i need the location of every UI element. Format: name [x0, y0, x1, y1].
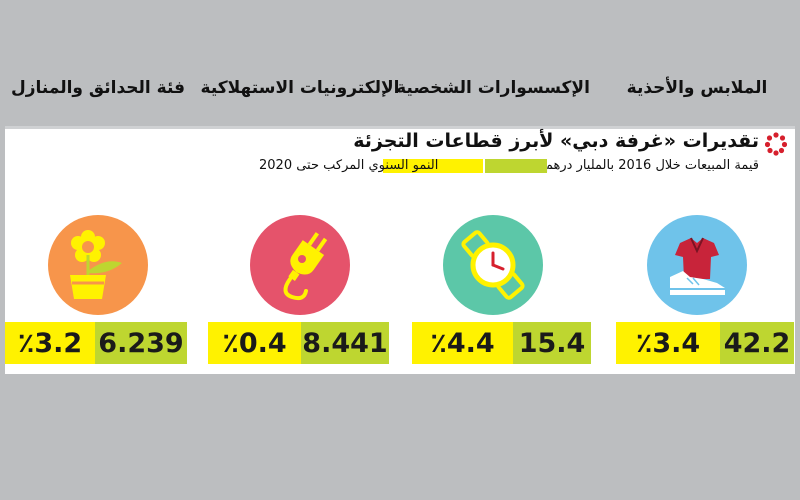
infographic-title: تقديرات «غرفة دبي» لأبرز قطاعات التجزئة	[353, 130, 759, 152]
category-home-garden: فئة الحدائق والمنازل	[0, 76, 198, 176]
wristwatch-icon	[443, 215, 543, 315]
category-label: الإلكترونيات الاستهلاكية	[200, 78, 400, 98]
growth-rate-chip: ٪3.4	[616, 322, 720, 364]
clothes-shoe-icon	[647, 215, 747, 315]
legend-sales-label: قيمة المبيعات خلال 2016 بالمليار درهم	[544, 158, 759, 173]
category-label: فئة الحدائق والمنازل	[10, 78, 186, 98]
sales-value-chip: 8.441	[301, 322, 389, 364]
newspaper-logo-icon	[765, 132, 787, 156]
sales-value-chip: 42.2	[720, 322, 794, 364]
sales-value-chip: 6.239	[95, 322, 187, 364]
sales-value-chip: 15.4	[513, 322, 591, 364]
category-accessories: الإكسسوارات الشخصية	[393, 76, 593, 176]
top-rule	[5, 126, 795, 129]
category-label: الملابس والأحذية	[626, 78, 768, 98]
growth-rate-chip: ٪4.4	[412, 322, 513, 364]
category-label: الإكسسوارات الشخصية	[396, 78, 590, 98]
growth-rate-chip: ٪0.4	[208, 322, 301, 364]
legend-growth-swatch	[383, 159, 483, 173]
category-electronics: الإلكترونيات الاستهلاكية	[200, 76, 400, 176]
legend-sales-swatch	[485, 159, 547, 173]
power-plug-icon	[250, 215, 350, 315]
legend-growth-label: النمو السنوي المركب حتى 2020	[259, 158, 439, 173]
growth-rate-chip: ٪3.2	[5, 322, 95, 364]
flower-pot-icon	[48, 215, 148, 315]
category-apparel: الملابس والأحذية	[597, 76, 797, 176]
